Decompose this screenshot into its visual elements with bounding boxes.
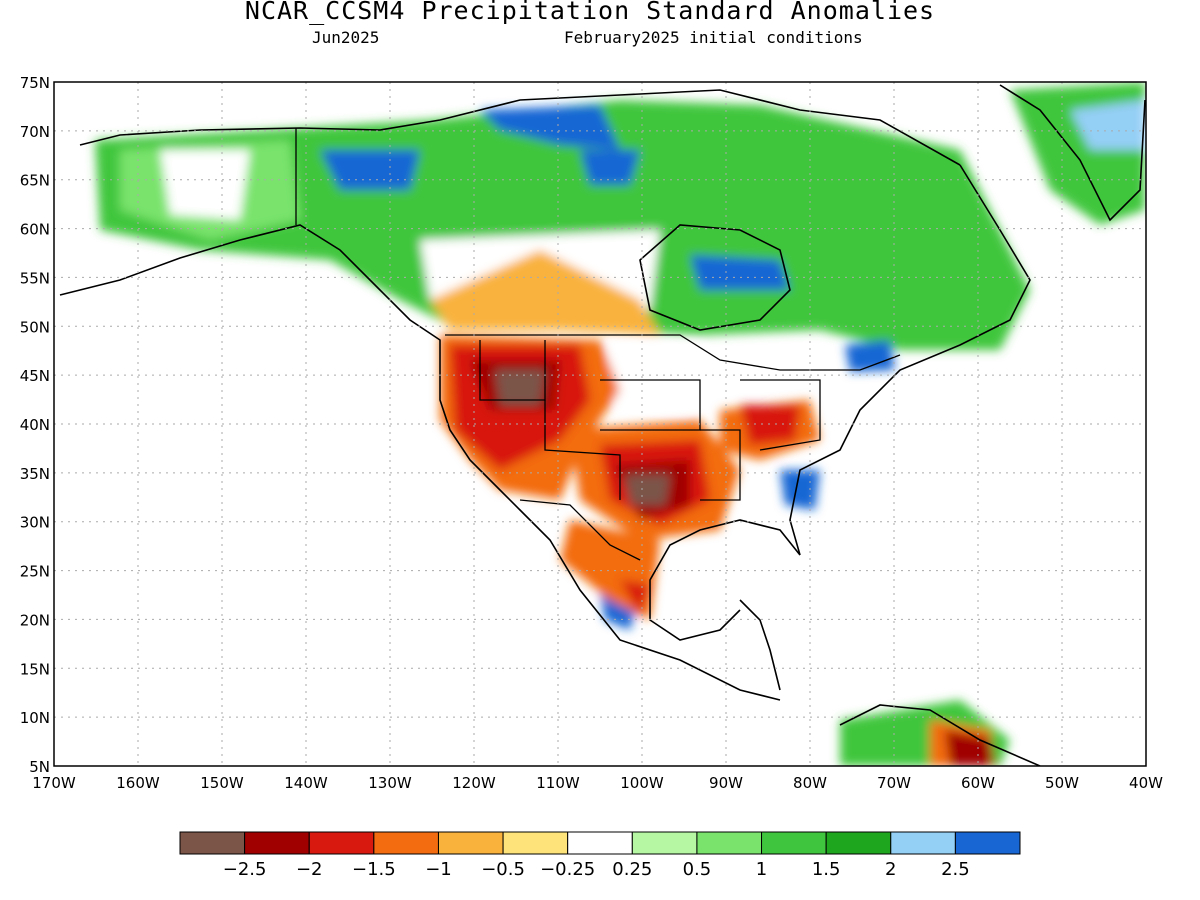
colorbar-swatch (567, 831, 633, 855)
colorbar-label: 1.5 (812, 859, 841, 880)
colorbar-label: 2 (885, 859, 896, 880)
lat-tick-label: 60N (20, 221, 50, 239)
lat-tick-label: 5N (29, 758, 50, 776)
colorbar-swatch (502, 831, 569, 855)
colorbar-label: −0.25 (540, 859, 595, 880)
colorbar-label: 1 (756, 859, 767, 880)
colorbar-label: −1 (425, 859, 452, 880)
lon-tick-label: 160W (116, 774, 160, 792)
lat-tick-label: 75N (20, 74, 50, 92)
colorbar-swatch (437, 831, 504, 855)
colorbar-labels: −2.5 −2 −1.5 −1 −0.5 −0.25 0.25 0.5 1 1.5 2 2.5 (223, 859, 970, 880)
forecast-month: Jun2025 (312, 28, 380, 47)
colorbar-swatch (308, 831, 375, 855)
anomaly-field (95, 82, 1145, 766)
lat-tick-label: 40N (20, 416, 50, 434)
colorbar-swatch (244, 831, 310, 855)
colorbar-swatch (696, 831, 763, 855)
political-borders (295, 128, 901, 561)
lat-tick-label: 20N (20, 611, 50, 629)
lon-tick-label: 60W (961, 774, 995, 792)
initial-conditions: February2025 initial conditions (564, 28, 863, 47)
colorbar-swatch (179, 831, 246, 855)
colorbar-label: −2.5 (223, 859, 267, 880)
chart-title: NCAR_CCSM4 Precipitation Standard Anomal… (244, 0, 936, 25)
colorbar (179, 831, 1021, 855)
lon-tick-label: 90W (709, 774, 743, 792)
colorbar-swatch (761, 831, 827, 855)
colorbar-label: −1.5 (352, 859, 396, 880)
colorbar-swatch (890, 831, 956, 855)
latitude-axis: 75N 70N 65N 60N 55N 50N 45N 40N 35N 30N 25N 20N 15N 1… (20, 74, 50, 776)
lon-tick-label: 120W (452, 774, 496, 792)
colorbar-label: −0.5 (481, 859, 525, 880)
colorbar-label: 0.25 (612, 859, 652, 880)
lon-tick-label: 170W (32, 774, 76, 792)
lat-tick-label: 30N (20, 514, 50, 532)
lon-tick-label: 70W (877, 774, 911, 792)
lon-tick-label: 150W (200, 774, 244, 792)
lon-tick-label: 50W (1045, 774, 1079, 792)
lat-tick-label: 50N (20, 318, 50, 336)
lon-tick-label: 140W (284, 774, 328, 792)
lon-tick-label: 40W (1129, 774, 1163, 792)
colorbar-label: −2 (296, 859, 323, 880)
graticule (54, 82, 1146, 766)
coastlines (59, 84, 1146, 766)
lat-tick-label: 25N (20, 563, 50, 581)
colorbar-swatch (954, 831, 1021, 855)
lat-tick-label: 15N (20, 660, 50, 678)
colorbar-label: 2.5 (941, 859, 970, 880)
colorbar-swatch (631, 831, 698, 855)
colorbar-label: 0.5 (683, 859, 712, 880)
lon-tick-label: 100W (620, 774, 664, 792)
lat-tick-label: 10N (20, 709, 50, 727)
lon-tick-label: 80W (793, 774, 827, 792)
colorbar-swatch (825, 831, 892, 855)
longitude-axis: 170W 160W 150W 140W 130W 120W 110W 100W 90W 80W 70… (32, 774, 1163, 792)
colorbar-swatch (373, 831, 439, 855)
lat-tick-label: 65N (20, 172, 50, 190)
lon-tick-label: 110W (536, 774, 580, 792)
map-frame (53, 81, 1147, 767)
lat-tick-label: 35N (20, 465, 50, 483)
lat-tick-label: 45N (20, 367, 50, 385)
lat-tick-label: 70N (20, 123, 50, 141)
lon-tick-label: 130W (368, 774, 412, 792)
lat-tick-label: 55N (20, 269, 50, 287)
